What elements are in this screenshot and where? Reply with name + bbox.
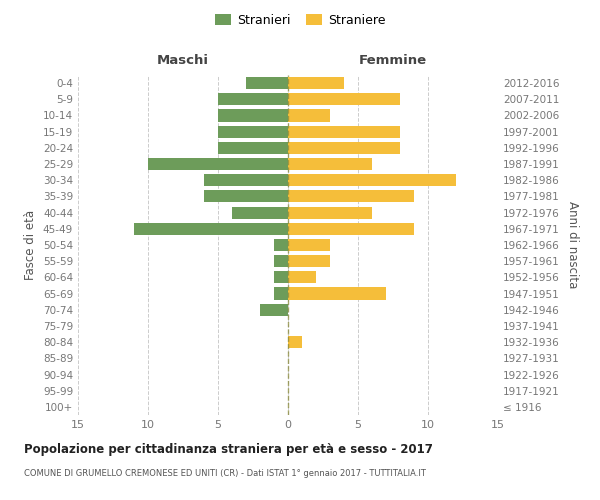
Bar: [288, 206, 372, 218]
Bar: [288, 77, 344, 89]
Bar: [288, 142, 400, 154]
Bar: [246, 77, 288, 89]
Y-axis label: Anni di nascita: Anni di nascita: [566, 202, 579, 288]
Bar: [288, 158, 372, 170]
Bar: [288, 288, 386, 300]
Text: Popolazione per cittadinanza straniera per età e sesso - 2017: Popolazione per cittadinanza straniera p…: [24, 442, 433, 456]
Bar: [288, 93, 400, 106]
Bar: [288, 174, 456, 186]
Bar: [288, 110, 330, 122]
Bar: [288, 222, 414, 235]
Y-axis label: Fasce di età: Fasce di età: [25, 210, 37, 280]
Bar: [232, 206, 288, 218]
Bar: [218, 142, 288, 154]
Bar: [274, 272, 288, 283]
Bar: [218, 126, 288, 138]
Bar: [274, 239, 288, 251]
Legend: Stranieri, Straniere: Stranieri, Straniere: [209, 8, 391, 32]
Bar: [288, 336, 302, 348]
Bar: [288, 190, 414, 202]
Text: Femmine: Femmine: [359, 54, 427, 68]
Bar: [260, 304, 288, 316]
Bar: [288, 272, 316, 283]
Text: Maschi: Maschi: [157, 54, 209, 68]
Bar: [274, 255, 288, 268]
Bar: [288, 126, 400, 138]
Bar: [134, 222, 288, 235]
Bar: [204, 174, 288, 186]
Bar: [288, 239, 330, 251]
Bar: [148, 158, 288, 170]
Bar: [274, 288, 288, 300]
Bar: [218, 93, 288, 106]
Text: COMUNE DI GRUMELLO CREMONESE ED UNITI (CR) - Dati ISTAT 1° gennaio 2017 - TUTTIT: COMUNE DI GRUMELLO CREMONESE ED UNITI (C…: [24, 469, 426, 478]
Bar: [288, 255, 330, 268]
Bar: [204, 190, 288, 202]
Bar: [218, 110, 288, 122]
